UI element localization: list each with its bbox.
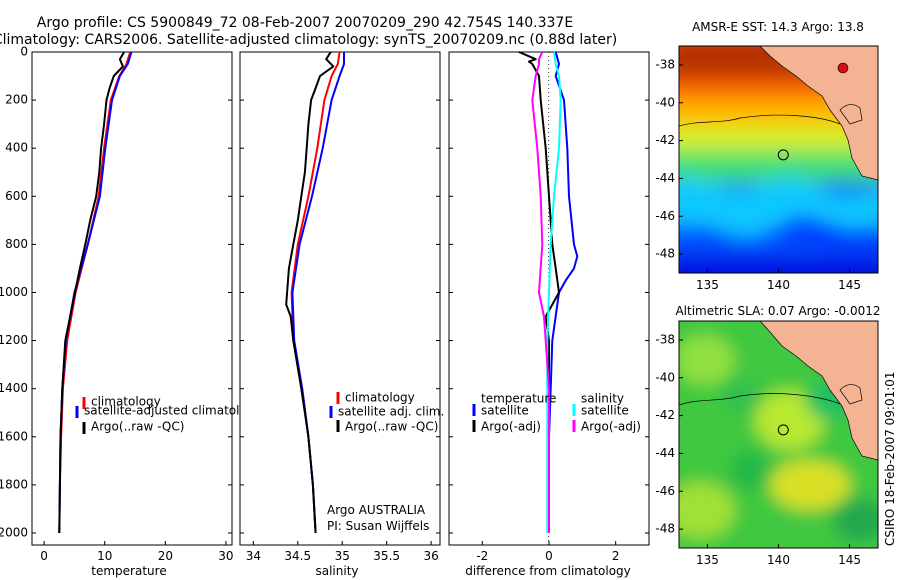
difference-depth-ticks xyxy=(449,51,649,534)
x-tick-label: 2 xyxy=(612,549,620,563)
y-tick-label: 1800 xyxy=(0,477,28,491)
y-tick-label: 400 xyxy=(5,141,28,155)
temperature-axes-box xyxy=(31,51,233,546)
argo-note-line2: PI: Susan Wijffels xyxy=(327,519,429,533)
lat-tick-label: -40 xyxy=(655,370,675,384)
lat-tick-label: -46 xyxy=(655,484,675,498)
y-tick-label: 800 xyxy=(5,237,28,251)
x-tick-label: -2 xyxy=(476,549,488,563)
x-tick-label: 35.5 xyxy=(373,549,400,563)
lon-tick-label: 145 xyxy=(838,278,861,292)
difference-series-lines xyxy=(518,51,579,533)
credit-timestamp: CSIRO 18-Feb-2007 09:01:01 xyxy=(883,371,897,546)
salinity-series-lines xyxy=(285,51,345,534)
sst-map-title: AMSR-E SST: 14.3 Argo: 13.8 xyxy=(692,20,864,34)
legend-label-argo: Argo(..raw -QC) xyxy=(91,420,184,434)
x-tick-label: 20 xyxy=(158,549,173,563)
legend-label-temp-satellite: satellite xyxy=(481,404,529,418)
lat-tick-label: -48 xyxy=(655,247,675,261)
salinity-depth-ticks xyxy=(240,51,440,534)
temperature-panel: 0 200 400 600 800 1000 1200 1400 1600 1800 2000 0 1… xyxy=(0,45,262,579)
x-tick-label: 34.5 xyxy=(284,549,311,563)
temperature-xlabel: temperature xyxy=(91,564,166,578)
temperature-series-lines xyxy=(58,51,133,534)
salinity-x-ticks: 34 34.5 35 35.5 36 xyxy=(246,541,439,563)
x-tick-label: 0 xyxy=(40,549,48,563)
legend-header-temperature: temperature xyxy=(481,392,556,406)
salinity-legend: climatology satellite adj. clim. Argo(..… xyxy=(329,391,444,434)
sla-field xyxy=(679,321,878,548)
lat-tick-label: -40 xyxy=(655,95,675,109)
sst-map-ticks: 135 140 145 -38 -40 -42 -44 -46 -48 xyxy=(655,57,861,292)
lat-tick-label: -38 xyxy=(655,57,675,71)
lon-tick-label: 140 xyxy=(767,278,790,292)
difference-xlabel: difference from climatology xyxy=(465,564,631,578)
figure-title-line2: Climatology: CARS2006. Satellite-adjuste… xyxy=(0,32,617,48)
y-tick-label: 200 xyxy=(5,93,28,107)
x-tick-label: 35 xyxy=(335,549,350,563)
y-tick-label: 1400 xyxy=(0,381,28,395)
series-line-satellite xyxy=(546,51,562,533)
lat-tick-label: -44 xyxy=(655,171,675,185)
difference-x-ticks: -2 0 2 xyxy=(476,541,619,563)
lon-tick-label: 135 xyxy=(696,278,719,292)
legend-label-climatology: climatology xyxy=(345,391,415,405)
sst-argo-location-marker xyxy=(777,149,789,161)
y-tick-label: 0 xyxy=(20,45,28,59)
x-tick-label: 0 xyxy=(545,549,553,563)
series-line-argo-adj- xyxy=(531,51,550,533)
lat-tick-label: -38 xyxy=(655,332,675,346)
figure-title-line1: Argo profile: CS 5900849_72 08-Feb-2007 … xyxy=(37,15,573,31)
sla-argo-location-marker xyxy=(777,424,789,436)
x-tick-label: 30 xyxy=(218,549,233,563)
sla-map-title: Altimetric SLA: 0.07 Argo: -0.0012 xyxy=(675,304,880,318)
lat-tick-label: -42 xyxy=(655,133,675,147)
legend-header-salinity: salinity xyxy=(581,392,624,406)
sst-field xyxy=(679,46,878,273)
lat-tick-label: -48 xyxy=(655,522,675,536)
y-tick-label: 2000 xyxy=(0,525,28,539)
salinity-panel: 34 34.5 35 35.5 36 salinity climatology sate… xyxy=(239,51,444,578)
salinity-xlabel: salinity xyxy=(315,564,358,578)
temperature-legend: climatology satellite-adjusted climatolo… xyxy=(75,395,262,434)
y-tick-label: 1000 xyxy=(0,285,28,299)
y-tick-label: 600 xyxy=(5,189,28,203)
temperature-depth-ticks: 0 200 400 600 800 1000 1200 1400 1600 1800 2000 xyxy=(0,45,232,539)
difference-panel: -2 0 2 difference from climatology tempera… xyxy=(448,51,650,578)
sla-map-panel: Altimetric SLA: 0.07 Argo: -0.0012 135 14… xyxy=(655,304,880,567)
sla-map-ticks: 135 140 145 -38 -40 -42 -44 -46 -48 xyxy=(655,332,861,567)
sst-map-panel: AMSR-E SST: 14.3 Argo: 13.8 135 140 145 -38… xyxy=(655,20,879,292)
series-line-argo-raw-qc- xyxy=(58,51,125,534)
lon-tick-label: 135 xyxy=(696,553,719,567)
legend-label-sal-satellite: satellite xyxy=(581,404,629,418)
legend-label-sal-argo: Argo(-adj) xyxy=(581,420,641,434)
legend-label-temp-argo: Argo(-adj) xyxy=(481,420,541,434)
x-tick-label: 36 xyxy=(423,549,438,563)
lat-tick-label: -44 xyxy=(655,446,675,460)
salinity-axes-box xyxy=(239,51,441,546)
legend-label-argo: Argo(..raw -QC) xyxy=(345,420,438,434)
y-tick-label: 1600 xyxy=(0,429,28,443)
x-tick-label: 34 xyxy=(246,549,261,563)
legend-label-climatology: climatology xyxy=(91,395,161,409)
y-tick-label: 1200 xyxy=(0,333,28,347)
lat-tick-label: -42 xyxy=(655,408,675,422)
lon-tick-label: 145 xyxy=(838,553,861,567)
lon-tick-label: 140 xyxy=(767,553,790,567)
argo-note-line1: Argo AUSTRALIA xyxy=(327,503,426,517)
x-tick-label: 10 xyxy=(97,549,112,563)
difference-legend: temperature satellite Argo(-adj) salinit… xyxy=(472,392,641,434)
legend-label-satellite: satellite adj. clim. xyxy=(338,405,444,419)
lat-tick-label: -46 xyxy=(655,209,675,223)
legend-label-satellite: satellite-adjusted climatology xyxy=(84,404,262,418)
series-line-argo-raw-qc- xyxy=(285,51,335,534)
temperature-x-ticks: 0 10 20 30 xyxy=(40,541,234,563)
